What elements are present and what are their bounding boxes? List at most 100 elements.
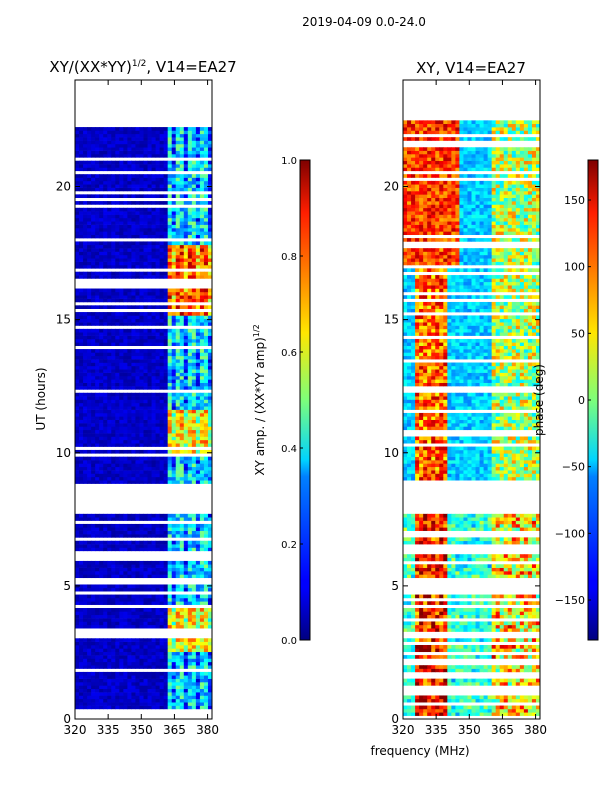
heatmap-cell: [439, 678, 444, 683]
heatmap-cell: [147, 372, 153, 377]
heatmap-cell: [199, 335, 205, 340]
heatmap-cell: [447, 682, 452, 686]
heatmap-cell: [207, 174, 212, 178]
heatmap-cell: [87, 406, 92, 410]
heatmap-cell: [143, 423, 149, 427]
heatmap-cell: [75, 298, 80, 303]
heatmap-cell: [83, 386, 88, 390]
heatmap-cell: [127, 436, 132, 441]
heatmap-cell: [75, 695, 80, 700]
heatmap-cell: [159, 624, 165, 629]
heatmap-cell: [191, 624, 197, 629]
heatmap-cell: [135, 153, 140, 158]
heatmap-cell: [139, 473, 144, 478]
heatmap-cell: [143, 342, 149, 346]
heatmap-cell: [87, 678, 92, 683]
heatmap-cell: [187, 365, 193, 370]
heatmap-cell: [131, 419, 136, 424]
heatmap-cell: [163, 244, 169, 249]
heatmap-cell: [83, 177, 88, 182]
heatmap-cell: [167, 480, 173, 484]
heatmap-cell: [87, 288, 92, 293]
heatmap-cell: [99, 180, 104, 185]
heatmap-cell: [167, 315, 173, 320]
heatmap-cell: [159, 399, 165, 404]
heatmap-cell: [147, 379, 153, 383]
heatmap-cell: [159, 194, 165, 199]
heatmap-cell: [99, 682, 104, 686]
heatmap-cell: [135, 618, 140, 622]
heatmap-cell: [171, 517, 177, 521]
heatmap-cell: [83, 187, 88, 192]
heatmap-cell: [123, 540, 128, 545]
heatmap-cell: [459, 708, 464, 713]
heatmap-cell: [107, 443, 112, 447]
heatmap-cell: [491, 705, 497, 710]
heatmap-cell: [163, 399, 169, 404]
heatmap-cell: [191, 315, 197, 320]
heatmap-cell: [179, 601, 185, 605]
heatmap-cell: [171, 392, 177, 397]
heatmap-cell: [195, 251, 201, 256]
heatmap-cell: [135, 251, 140, 256]
heatmap-cell: [435, 645, 440, 649]
heatmap-cell: [107, 194, 112, 199]
heatmap-cell: [147, 698, 153, 703]
heatmap-cell: [487, 678, 493, 683]
heatmap-cell: [111, 180, 116, 185]
heatmap-cell: [75, 214, 80, 219]
heatmap-cell: [123, 214, 128, 219]
heatmap-cell: [447, 708, 452, 713]
heatmap-cell: [87, 396, 92, 400]
heatmap-cell: [527, 712, 533, 716]
heatmap-cell: [99, 423, 104, 427]
heatmap-cell: [143, 608, 149, 612]
heatmap-cell: [167, 611, 173, 616]
heatmap-cell: [183, 480, 189, 484]
heatmap-cell: [139, 443, 144, 447]
heatmap-cell: [187, 412, 193, 417]
heatmap-cell: [207, 355, 212, 360]
heatmap-cell: [119, 574, 124, 579]
heatmap-cell: [183, 648, 189, 653]
heatmap-cell: [75, 372, 80, 377]
heatmap-cell: [419, 668, 424, 673]
heatmap-cell: [103, 624, 108, 629]
heatmap-cell: [107, 224, 112, 229]
heatmap-cell: [103, 473, 108, 478]
heatmap-cell: [87, 298, 92, 303]
heatmap-cell: [191, 291, 197, 296]
heatmap-cell: [195, 201, 201, 205]
heatmap-cell: [171, 315, 177, 320]
heatmap-cell: [195, 705, 201, 710]
heatmap-cell: [127, 174, 132, 178]
heatmap-cell: [151, 648, 157, 653]
heatmap-cell: [187, 540, 193, 545]
heatmap-cell: [179, 261, 185, 266]
heatmap-cell: [99, 234, 104, 239]
heatmap-cell: [135, 221, 140, 225]
heatmap-cell: [195, 426, 201, 431]
heatmap-cell: [95, 574, 100, 579]
heatmap-cell: [75, 574, 80, 579]
heatmap-cell: [135, 322, 140, 326]
heatmap-cell: [91, 315, 96, 320]
heatmap-cell: [207, 621, 212, 626]
heatmap-cell: [103, 523, 108, 528]
heatmap-cell: [147, 692, 153, 696]
heatmap-cell: [203, 611, 209, 616]
heatmap-cell: [175, 678, 181, 683]
heatmap-cell: [131, 291, 136, 296]
heatmap-cell: [87, 140, 92, 145]
heatmap-cell: [163, 140, 169, 145]
heatmap-cell: [183, 406, 189, 410]
heatmap-cell: [75, 641, 80, 646]
heatmap-cell: [167, 177, 173, 182]
heatmap-cell: [83, 594, 88, 599]
heatmap-cell: [179, 184, 185, 188]
heatmap-cell: [199, 705, 205, 710]
heatmap-cell: [419, 682, 424, 686]
heatmap-cell: [435, 698, 440, 703]
heatmap-cell: [163, 312, 169, 316]
heatmap-cell: [187, 655, 193, 659]
